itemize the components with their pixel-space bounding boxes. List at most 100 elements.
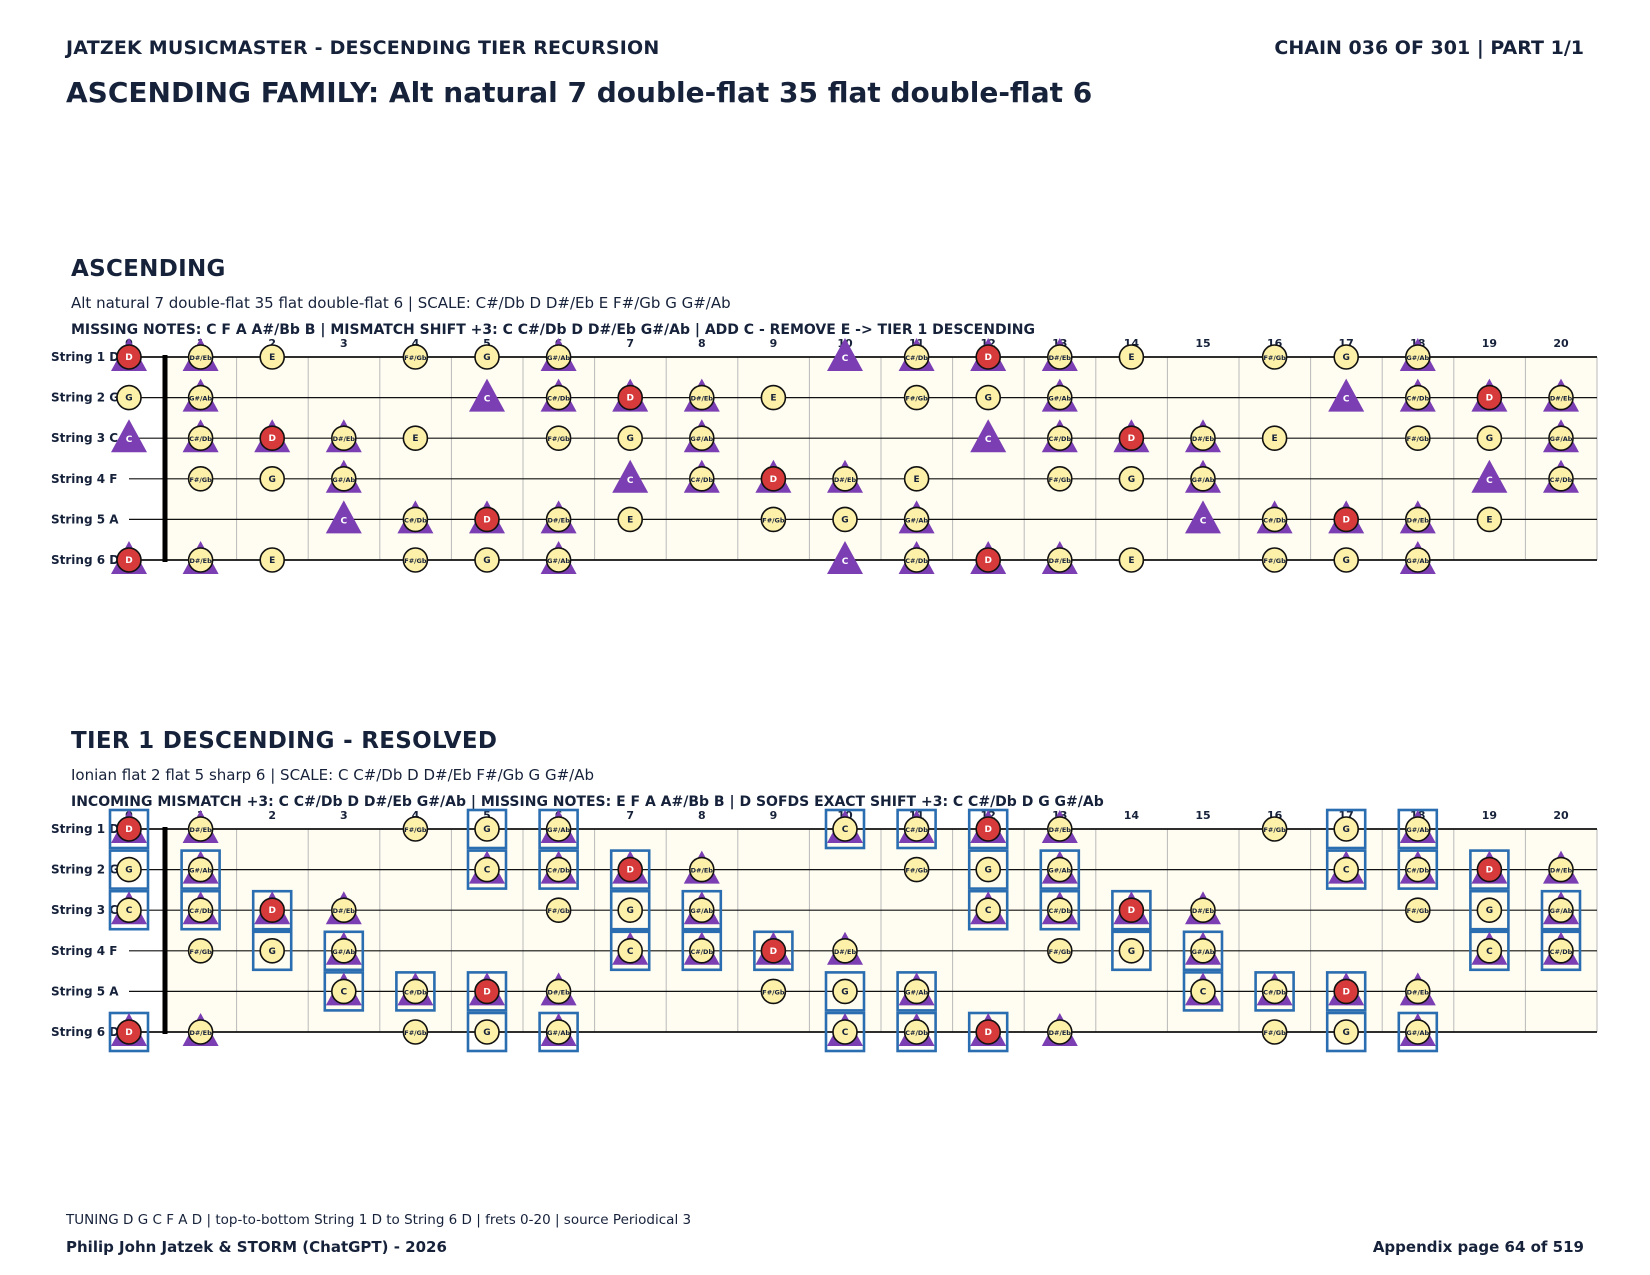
note-marker: G [1333, 344, 1359, 370]
note-label: D [1128, 434, 1135, 444]
note-marker: D [108, 1011, 150, 1053]
fret-number: 19 [1482, 809, 1497, 822]
note-marker: G [116, 384, 142, 411]
note-label: F#/Gb [404, 826, 427, 834]
note-label: D [984, 1028, 991, 1038]
note-circle [1405, 547, 1431, 573]
note-label: F#/Gb [905, 395, 928, 403]
fretboard-ascending: 01234567891011121314151617181920String 1… [51, 337, 1598, 574]
note-marker: G [1111, 930, 1152, 972]
note-label: C#/Db [905, 354, 928, 362]
fret-number: 19 [1482, 337, 1497, 350]
note-label: C [484, 866, 491, 876]
note-marker: D#/Eb [182, 810, 219, 843]
note-marker: C#/Db [896, 808, 937, 850]
note-marker: C [824, 808, 866, 850]
note-circle [116, 856, 142, 883]
fret-number: 14 [1124, 809, 1140, 822]
note-label: D [125, 1028, 132, 1038]
note-label: D#/Eb [691, 867, 714, 875]
note-marker: E [1118, 547, 1145, 573]
note-label: D#/Eb [547, 516, 570, 524]
note-label: F#/Gb [404, 557, 427, 565]
note-circle [330, 978, 357, 1005]
note-marker: D#/Eb [540, 500, 577, 534]
note-marker: D [1325, 971, 1367, 1012]
note-marker: G#/Ab [1543, 419, 1579, 453]
note-circle [1047, 344, 1073, 370]
note-label: E [1128, 556, 1134, 566]
note-label: E [1486, 515, 1492, 525]
note-circle [903, 506, 930, 533]
note-marker: G [466, 808, 508, 850]
note-circle [187, 938, 214, 964]
note-circle [1047, 384, 1073, 411]
note-label: C [1343, 395, 1350, 405]
note-marker: F#/Gb [187, 466, 214, 492]
note-circle [474, 856, 500, 883]
note-label: G [483, 556, 490, 566]
note-marker: D#/Eb [325, 891, 362, 925]
section-notes-tier1: INCOMING MISMATCH +3: C C#/Db D D#/Eb G#… [71, 794, 1104, 810]
fret-number: 3 [340, 337, 348, 350]
note-circle [474, 1019, 500, 1045]
note-marker: G [1325, 808, 1367, 850]
triangle-marker [1328, 378, 1365, 412]
note-label: C#/Db [1048, 907, 1071, 915]
note-circle [259, 938, 286, 964]
root-note-circle [1118, 897, 1145, 923]
note-marker: C#/Db [1540, 930, 1582, 972]
note-label: C [985, 906, 992, 916]
note-circle [903, 978, 930, 1005]
note-label: F#/Gb [189, 948, 212, 956]
note-marker: G#/Ab [540, 338, 577, 371]
note-circle [1261, 344, 1288, 370]
note-circle [545, 978, 572, 1005]
note-label: G#/Ab [1550, 907, 1573, 915]
note-marker: C#/Db [1543, 459, 1579, 493]
note-marker: F#/Gb [187, 938, 214, 964]
note-label: D#/Eb [1192, 435, 1215, 443]
fret-number: 15 [1195, 809, 1210, 822]
note-circle [259, 547, 286, 573]
note-circle [187, 384, 214, 411]
note-marker: G#/Ab [180, 849, 221, 890]
note-label: G#/Ab [332, 948, 355, 956]
note-circle [402, 425, 429, 451]
note-label: F#/Gb [1263, 826, 1286, 834]
string-label: String 4 F [51, 944, 117, 958]
note-box [967, 849, 1009, 890]
note-circle [1190, 466, 1216, 492]
chain-indicator: CHAIN 036 OF 301 | PART 1/1 [1274, 37, 1584, 59]
note-label: D [1486, 394, 1493, 404]
note-marker: G [1476, 425, 1503, 451]
note-circle [1261, 816, 1288, 842]
note-circle [187, 1019, 214, 1045]
note-label: G [125, 394, 132, 404]
note-box [323, 930, 365, 972]
note-circle [259, 344, 286, 370]
note-label: D [483, 515, 490, 525]
note-label: C#/Db [404, 516, 427, 524]
note-marker: D [1111, 889, 1152, 931]
note-circle [832, 938, 858, 964]
note-label: G [841, 987, 848, 997]
note-label: D [984, 556, 991, 566]
note-label: D#/Eb [189, 826, 212, 834]
note-circle [832, 978, 858, 1005]
note-label: C#/Db [905, 557, 928, 565]
note-marker: G [832, 506, 858, 533]
note-circle [1548, 425, 1574, 451]
note-box [538, 849, 579, 890]
root-note-circle [259, 897, 286, 923]
note-marker: F#/Gb [1261, 816, 1288, 842]
note-label: G [1343, 825, 1350, 835]
note-marker: G [1469, 889, 1510, 931]
note-marker: C [609, 930, 651, 972]
note-marker: D [1471, 378, 1508, 412]
note-circle [402, 1019, 429, 1045]
note-marker: C#/Db [1397, 849, 1439, 890]
note-label: C [1486, 476, 1493, 486]
note-circle [1047, 856, 1073, 883]
note-marker: C [970, 419, 1007, 453]
